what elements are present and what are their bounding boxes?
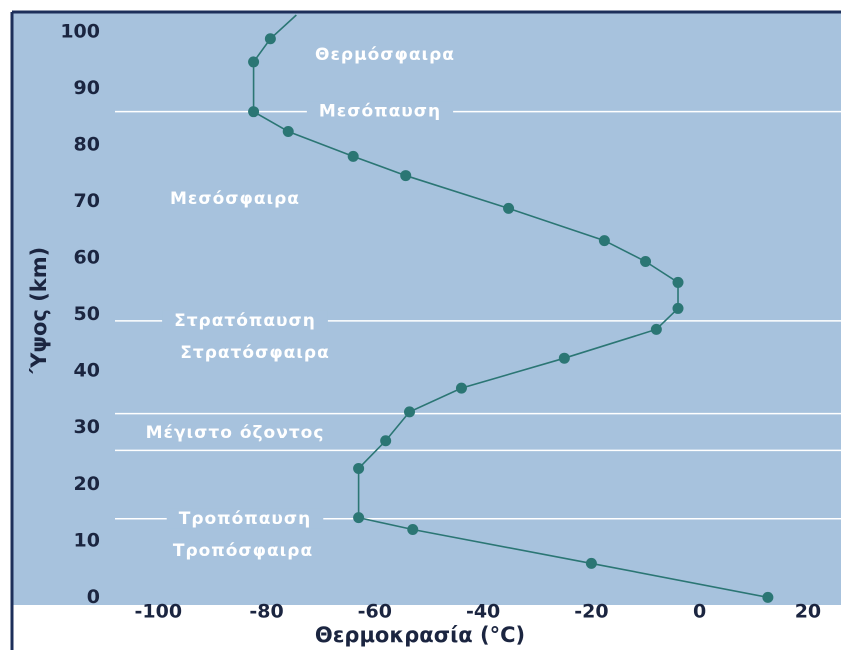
y-tick-label: 60	[74, 247, 100, 269]
layer-label: Θερμόσφαιρα	[315, 45, 455, 65]
point	[503, 203, 514, 214]
point	[248, 56, 259, 67]
point	[400, 170, 411, 181]
point	[673, 277, 684, 288]
point	[640, 256, 651, 267]
y-tick-label: 90	[74, 77, 100, 99]
x-tick-label: -60	[358, 601, 392, 623]
y-tick-label: 40	[74, 360, 100, 382]
point	[586, 558, 597, 569]
y-tick-label: 0	[87, 586, 100, 608]
y-tick-label: 20	[74, 473, 100, 495]
x-tick-label: -20	[574, 601, 608, 623]
point	[283, 126, 294, 137]
y-tick-label: 50	[74, 303, 100, 325]
point	[348, 151, 359, 162]
x-tick-label: 20	[795, 601, 821, 623]
layer-label: Μεσόσφαιρα	[170, 189, 300, 209]
point	[248, 106, 259, 117]
y-tick-label: 100	[60, 20, 100, 42]
layer-label: Τροπόσφαιρα	[173, 541, 313, 561]
x-tick-label: 0	[693, 601, 706, 623]
point	[265, 33, 276, 44]
layer-label: Μέγιστο όζοντος	[146, 423, 325, 443]
point	[380, 435, 391, 446]
boundary-label: Μεσόπαυση	[319, 102, 441, 122]
y-tick-label: 30	[74, 416, 100, 438]
y-tick-label: 70	[74, 190, 100, 212]
y-tick-label: 10	[74, 529, 100, 551]
boundary-label: Στρατόπαυση	[174, 311, 316, 331]
point	[762, 592, 773, 603]
x-tick-label: -80	[249, 601, 283, 623]
point	[353, 512, 364, 523]
x-tick-label: -100	[135, 601, 183, 623]
point	[353, 463, 364, 474]
x-tick-label: -40	[466, 601, 500, 623]
chart: Θερμοκρασία (°C) Ύψος (km) 0 10 20 30 40 50 60…	[0, 0, 841, 650]
point	[599, 235, 610, 246]
point	[456, 383, 467, 394]
point	[651, 324, 662, 335]
x-axis-title: Θερμοκρασία (°C)	[315, 623, 525, 647]
point	[559, 353, 570, 364]
point	[404, 406, 415, 417]
y-tick-label: 80	[74, 134, 100, 156]
layer-label: Στρατόσφαιρα	[180, 343, 330, 363]
point	[407, 524, 418, 535]
boundary-label: Τροπόπαυση	[179, 509, 312, 529]
y-axis-title: Ύψος (km)	[27, 247, 51, 374]
point	[673, 303, 684, 314]
